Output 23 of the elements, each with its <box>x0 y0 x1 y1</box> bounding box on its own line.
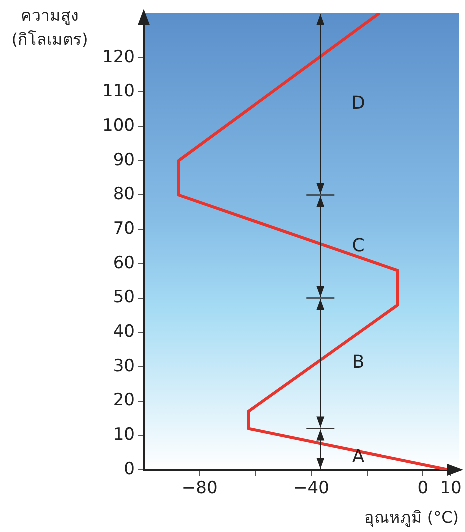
y-tick-label: 70 <box>113 219 135 239</box>
x-tick-label: −40 <box>294 478 330 499</box>
y-tick-label: 90 <box>113 150 135 170</box>
x-tick-label: 0 <box>418 478 429 499</box>
y-tick-label: 50 <box>113 288 135 308</box>
x-tick-label: −80 <box>182 478 218 499</box>
annotation: D <box>352 92 366 114</box>
annotation: B <box>352 352 365 374</box>
x-tick-label: 10 <box>440 478 462 499</box>
y-tick-label: 10 <box>113 425 135 446</box>
annotation: C <box>352 235 365 256</box>
annotation: A <box>352 446 366 468</box>
y-tick-label: 80 <box>113 184 135 205</box>
y-tick-label: 120 <box>102 47 135 68</box>
y-tick-label: 0 <box>124 459 135 480</box>
x-axis-title: อุณหภูมิ (°C) <box>364 507 459 530</box>
y-tick-label: 110 <box>102 82 135 102</box>
y-tick-label: 30 <box>113 356 135 376</box>
y-axis-title: ความสูง (กิโลเมตร) <box>10 5 90 51</box>
y-tick-label: 60 <box>113 253 135 274</box>
y-tick-label: 100 <box>102 116 135 136</box>
y-tick-label: 20 <box>113 390 135 411</box>
y-tick-label: 40 <box>113 322 135 342</box>
